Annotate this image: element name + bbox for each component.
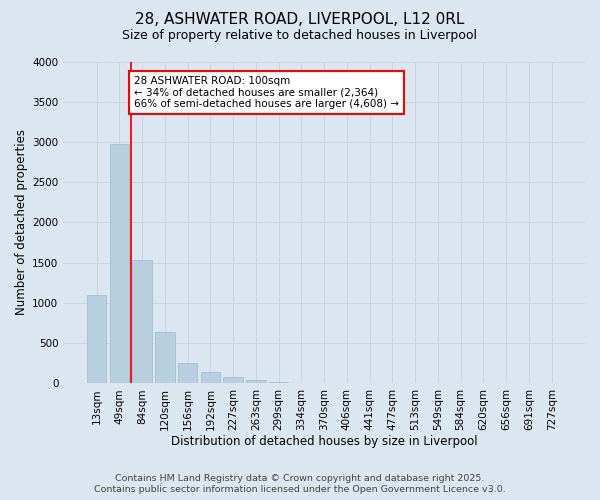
Text: Size of property relative to detached houses in Liverpool: Size of property relative to detached ho… [122,28,478,42]
Bar [201,372,220,384]
Bar [223,377,243,384]
Text: 28 ASHWATER ROAD: 100sqm
← 34% of detached houses are smaller (2,364)
66% of sem: 28 ASHWATER ROAD: 100sqm ← 34% of detach… [134,76,399,109]
Bar [133,260,152,384]
Text: 28, ASHWATER ROAD, LIVERPOOL, L12 0RL: 28, ASHWATER ROAD, LIVERPOOL, L12 0RL [136,12,464,28]
Bar [155,332,175,384]
Bar [110,144,129,384]
Bar [269,382,289,384]
Bar [178,363,197,384]
Text: Contains HM Land Registry data © Crown copyright and database right 2025.
Contai: Contains HM Land Registry data © Crown c… [94,474,506,494]
X-axis label: Distribution of detached houses by size in Liverpool: Distribution of detached houses by size … [171,434,478,448]
Bar [87,295,106,384]
Y-axis label: Number of detached properties: Number of detached properties [15,130,28,316]
Bar [246,380,266,384]
